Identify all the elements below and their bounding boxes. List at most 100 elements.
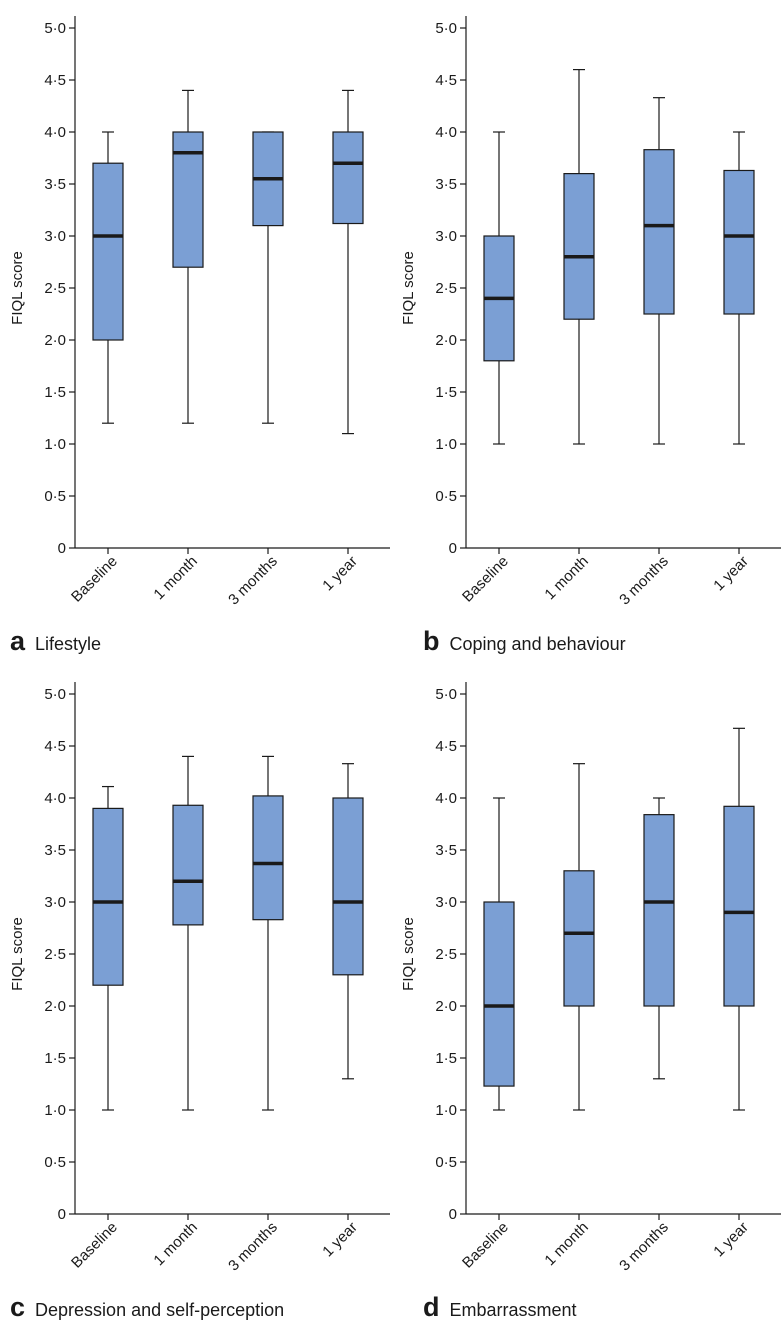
- category-label: 3 months: [225, 1219, 281, 1275]
- panel-d-subtitle: Embarrassment: [449, 1300, 577, 1320]
- category-label: 1 month: [541, 553, 591, 603]
- y-tick-label: 1·5: [435, 1050, 457, 1067]
- category-label: 1 month: [150, 553, 200, 603]
- category-label: 3 months: [225, 553, 281, 609]
- chart-d-plot: 0 0·5 1·0 1·5 2·0 2·5 3·0 3·5 4·0 4·5 5·0 FIQL scor…: [400, 682, 781, 1275]
- iqr-box: [252, 795, 284, 921]
- panel-c-letter: c: [10, 1292, 26, 1322]
- y-tick-label: 4·0: [44, 124, 66, 141]
- box-3: [332, 89, 364, 435]
- category-label: 1 month: [150, 1219, 200, 1269]
- box-2: [252, 131, 284, 424]
- box-3: [723, 131, 755, 445]
- category-label: 1 month: [541, 1219, 591, 1269]
- y-tick-label: 0: [58, 1206, 66, 1223]
- box-0: [92, 131, 124, 424]
- y-tick-label: 2·5: [44, 946, 66, 963]
- iqr-box: [483, 901, 515, 1087]
- panel-d: 0 0·5 1·0 1·5 2·0 2·5 3·0 3·5 4·0 4·5 5·0 FIQL scor…: [391, 666, 781, 1331]
- box-0: [92, 785, 124, 1111]
- panel-b: 0 0·5 1·0 1·5 2·0 2·5 3·0 3·5 4·0 4·5 5·0 FIQL scor…: [391, 0, 781, 665]
- y-tick-label: 2·0: [44, 998, 66, 1015]
- box-1: [563, 763, 595, 1111]
- box-1: [172, 755, 204, 1111]
- panel-c: 0 0·5 1·0 1·5 2·0 2·5 3·0 3·5 4·0 4·5 5·0 FIQL scor…: [0, 666, 390, 1331]
- iqr-box: [332, 131, 364, 225]
- iqr-box: [92, 162, 124, 341]
- panel-b-caption: b Coping and behaviour: [423, 626, 626, 656]
- chart-a-plot: 0 0·5 1·0 1·5 2·0 2·5 3·0 3·5 4·0 4·5 5·0 FIQL scor…: [9, 16, 390, 609]
- iqr-box: [643, 814, 675, 1007]
- y-axis-title: FIQL score: [400, 917, 417, 991]
- iqr-box: [563, 870, 595, 1007]
- y-tick-label: 4·5: [44, 72, 66, 89]
- y-tick-label: 1·0: [435, 436, 457, 453]
- category-label: Baseline: [459, 553, 512, 606]
- y-tick-label: 2·0: [44, 332, 66, 349]
- y-tick-label: 3·0: [435, 894, 457, 911]
- iqr-box: [723, 805, 755, 1007]
- category-label: 1 year: [710, 1219, 752, 1261]
- category-label: 3 months: [616, 1219, 672, 1275]
- y-tick-label: 3·0: [435, 228, 457, 245]
- box-2: [643, 97, 675, 445]
- panel-b-subtitle: Coping and behaviour: [449, 634, 626, 654]
- y-tick-label: 3·5: [44, 842, 66, 859]
- y-tick-label: 4·0: [435, 790, 457, 807]
- iqr-box: [172, 804, 204, 926]
- panel-b-letter: b: [423, 626, 440, 656]
- y-tick-label: 4·0: [44, 790, 66, 807]
- y-tick-label: 1·5: [44, 384, 66, 401]
- chart-c-plot: 0 0·5 1·0 1·5 2·0 2·5 3·0 3·5 4·0 4·5 5·0 FIQL scor…: [9, 682, 390, 1275]
- category-label: 1 year: [319, 1219, 361, 1261]
- box-0: [483, 797, 515, 1111]
- y-tick-label: 5·0: [435, 20, 457, 37]
- y-tick-label: 2·5: [435, 946, 457, 963]
- y-tick-label: 1·5: [435, 384, 457, 401]
- y-tick-label: 4·5: [435, 738, 457, 755]
- panel-c-subtitle: Depression and self-perception: [35, 1300, 285, 1320]
- y-tick-label: 1·0: [44, 1102, 66, 1119]
- panel-d-letter: d: [423, 1292, 440, 1322]
- iqr-box: [563, 173, 595, 320]
- y-tick-label: 0: [58, 540, 66, 557]
- y-tick-label: 0: [449, 1206, 457, 1223]
- y-axis-title: FIQL score: [9, 251, 26, 325]
- box-3: [332, 763, 364, 1080]
- y-tick-label: 2·0: [435, 332, 457, 349]
- y-axis-title: FIQL score: [400, 251, 417, 325]
- y-tick-label: 3·5: [44, 176, 66, 193]
- y-tick-label: 1·0: [44, 436, 66, 453]
- category-label: Baseline: [68, 553, 121, 606]
- box-0: [483, 131, 515, 445]
- y-tick-label: 3·5: [435, 176, 457, 193]
- y-tick-label: 4·5: [44, 738, 66, 755]
- iqr-box: [643, 149, 675, 315]
- y-tick-label: 4·5: [435, 72, 457, 89]
- panel-c-caption: c Depression and self-perception: [10, 1292, 284, 1322]
- category-label: 1 year: [319, 553, 361, 595]
- y-tick-label: 5·0: [44, 20, 66, 37]
- y-tick-label: 3·0: [44, 894, 66, 911]
- y-tick-label: 3·0: [44, 228, 66, 245]
- y-tick-label: 1·0: [435, 1102, 457, 1119]
- category-label: 1 year: [710, 553, 752, 595]
- box-1: [172, 89, 204, 424]
- y-tick-label: 0: [449, 540, 457, 557]
- panel-a: 0 0·5 1·0 1·5 2·0 2·5 3·0 3·5 4·0 4·5 5·0 FIQL scor…: [0, 0, 390, 665]
- box-2: [252, 755, 284, 1111]
- y-tick-label: 2·5: [435, 280, 457, 297]
- iqr-box: [92, 807, 124, 986]
- y-tick-label: 2·5: [44, 280, 66, 297]
- y-tick-label: 2·0: [435, 998, 457, 1015]
- iqr-box: [723, 169, 755, 315]
- box-1: [563, 68, 595, 445]
- y-tick-label: 5·0: [435, 686, 457, 703]
- y-tick-label: 5·0: [44, 686, 66, 703]
- y-tick-label: 3·5: [435, 842, 457, 859]
- panel-a-letter: a: [10, 626, 26, 656]
- panel-a-caption: a Lifestyle: [10, 626, 101, 656]
- category-label: 3 months: [616, 553, 672, 609]
- box-2: [643, 797, 675, 1080]
